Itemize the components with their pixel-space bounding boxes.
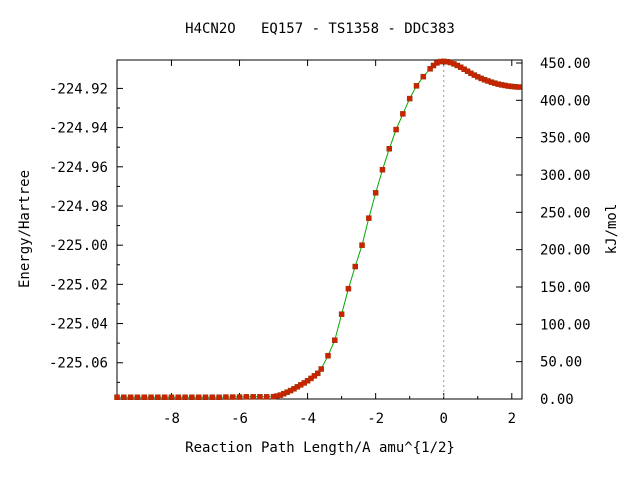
y-tick-label: -224.94 [49, 121, 108, 137]
data-point [127, 394, 134, 400]
data-point [325, 352, 331, 359]
data-point [175, 394, 182, 400]
data-point [229, 394, 236, 400]
data-point [359, 242, 365, 248]
y-tick-label: -225.06 [49, 356, 108, 372]
y2-tick-label: 250.00 [540, 205, 591, 221]
data-point [114, 394, 120, 400]
plot-area [116, 59, 523, 400]
x-tick-label: 0 [440, 411, 448, 427]
x-tick-label: -8 [163, 411, 180, 427]
y-axis-label: Energy/Hartree [17, 170, 33, 288]
x-tick-label: 2 [508, 411, 516, 427]
y2-tick-label: 0.00 [540, 392, 574, 408]
y2-tick-label: 450.00 [540, 56, 591, 72]
y2-tick-label: 350.00 [540, 131, 591, 147]
x-tick-label: -6 [231, 411, 248, 427]
data-point [141, 394, 147, 400]
y-tick-label: -224.98 [49, 199, 108, 215]
data-point [121, 394, 127, 400]
y2-tick-label: 100.00 [540, 317, 591, 333]
y2-tick-label: 400.00 [540, 93, 591, 109]
data-point [189, 394, 195, 400]
chart-title: H4CN2O EQ157 - TS1358 - DDC383 [185, 21, 455, 37]
series-markers [114, 58, 522, 400]
data-point [400, 111, 406, 117]
data-point [393, 126, 399, 133]
y-tick-label: -225.04 [49, 317, 108, 333]
data-point [195, 394, 202, 400]
y2-tick-label: 50.00 [540, 355, 582, 371]
data-point [257, 394, 263, 400]
data-point [352, 263, 358, 270]
left-axis-ticks: -224.92 -224.94 -224.96 -224.98 -225.00 -225.… [49, 81, 123, 383]
y2-tick-label: 200.00 [540, 243, 591, 259]
data-point [413, 83, 420, 89]
data-point [134, 394, 141, 400]
data-point [155, 394, 161, 400]
y2-tick-label: 300.00 [540, 168, 591, 184]
data-point [515, 84, 522, 90]
right-axis-ticks: 0.00 50.00 100.00 150.00 200.00 250.00 300.00 3… [516, 56, 591, 408]
data-point [427, 66, 433, 72]
x-axis-label: Reaction Path Length/A amu^{1/2} [185, 440, 455, 456]
data-point [182, 394, 188, 400]
data-point [148, 394, 154, 400]
data-point [216, 394, 222, 400]
y-tick-label: -224.92 [49, 81, 108, 97]
x-axis-ticks: -8 -6 -4 -2 0 2 [136, 60, 516, 427]
data-point [406, 95, 413, 102]
x-tick-label: -2 [367, 411, 384, 427]
data-point [366, 215, 372, 221]
data-point [209, 394, 216, 400]
data-point [202, 394, 209, 400]
y-tick-label: -225.00 [49, 238, 108, 254]
data-point [315, 370, 321, 377]
data-point [161, 394, 168, 400]
data-point [318, 366, 324, 372]
y2-axis-label: kJ/mol [604, 204, 620, 255]
data-point [386, 146, 393, 152]
data-point [420, 73, 427, 80]
data-point [332, 337, 338, 343]
data-point [379, 166, 386, 173]
data-point [345, 285, 352, 292]
series-line [117, 60, 519, 398]
data-point [168, 394, 175, 400]
plot-frame [116, 59, 523, 400]
data-point [372, 190, 379, 196]
y2-tick-label: 150.00 [540, 280, 591, 296]
data-point [263, 394, 270, 400]
data-point [250, 394, 256, 400]
y-tick-label: -224.96 [49, 160, 108, 176]
data-point [243, 394, 250, 400]
y-tick-label: -225.02 [49, 277, 108, 293]
x-tick-label: -4 [299, 411, 316, 427]
data-point [236, 394, 243, 400]
data-point [338, 311, 345, 317]
data-point [223, 394, 229, 400]
